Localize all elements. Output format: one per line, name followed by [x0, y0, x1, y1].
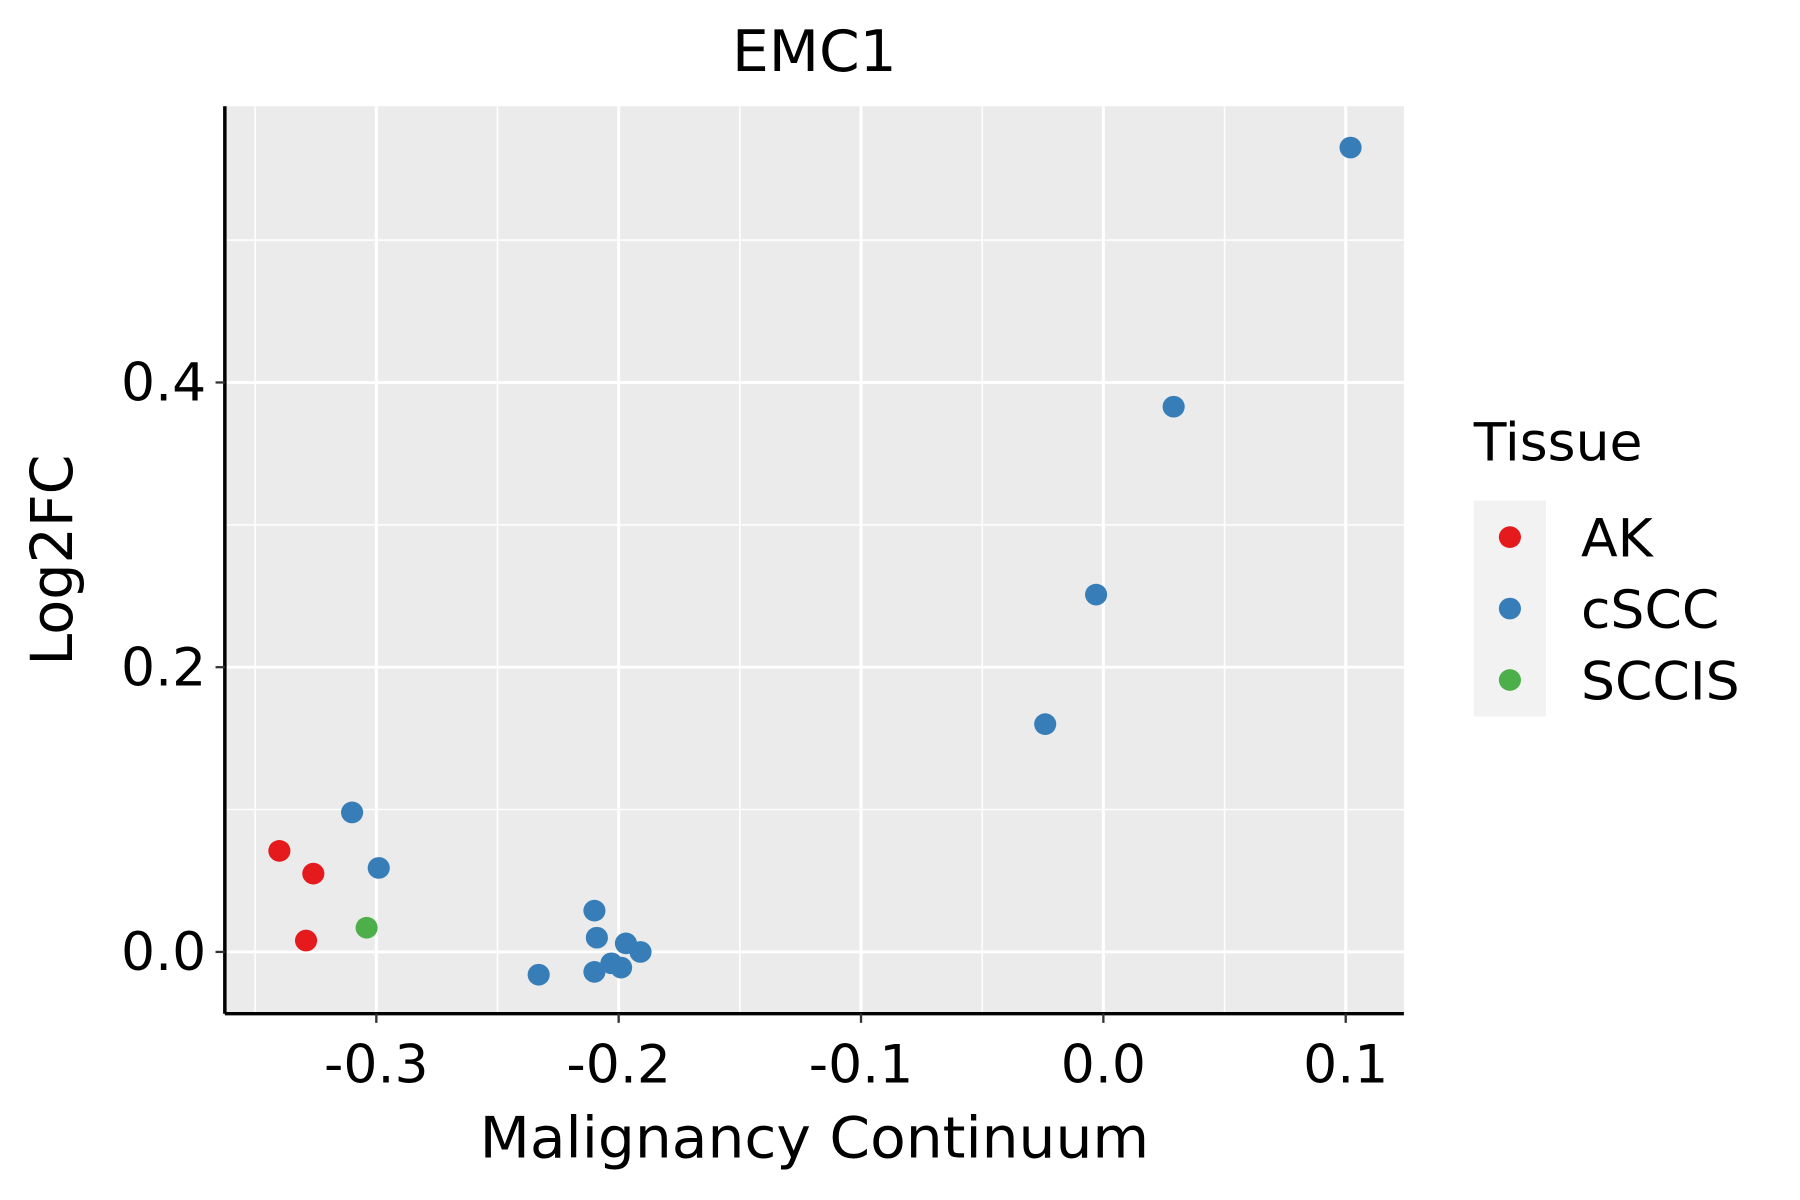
y-axis-label: Log2FC — [18, 454, 87, 665]
data-point-ak — [268, 839, 291, 862]
plot-panel — [224, 106, 1404, 1014]
data-point-cscc — [1085, 583, 1108, 606]
x-tick-label: 0.1 — [1303, 1034, 1388, 1095]
data-point-cscc — [1162, 395, 1185, 418]
data-point-cscc — [1339, 136, 1362, 159]
data-point-cscc — [527, 963, 550, 986]
y-tick-label: 0.4 — [121, 352, 206, 413]
legend-label: AK — [1581, 508, 1654, 569]
legend-key-ak — [1498, 526, 1521, 548]
legend-label: SCCIS — [1581, 651, 1740, 712]
legend-key-sccis — [1498, 669, 1521, 691]
axis-ticks: -0.3 -0.2 -0.1 0.0 0.1 0.0 0.2 0.4 — [121, 352, 1388, 1095]
legend-label: cSCC — [1581, 579, 1719, 640]
data-point-cscc — [341, 801, 364, 824]
data-point-cscc — [585, 926, 608, 949]
legend-title: Tissue — [1473, 412, 1643, 473]
chart-title: EMC1 — [732, 17, 897, 84]
data-point-cscc — [583, 961, 606, 983]
data-point-ak — [294, 929, 318, 952]
legend: Tissue AK cSCC SCCIS — [1473, 412, 1740, 717]
x-tick-label: -0.3 — [324, 1034, 429, 1095]
legend-key-cscc — [1498, 597, 1521, 620]
data-points — [268, 136, 1362, 986]
data-point-ak — [302, 862, 325, 885]
data-point-cscc — [1034, 713, 1057, 736]
y-tick-label: 0.0 — [121, 922, 206, 983]
x-tick-label: 0.0 — [1061, 1034, 1146, 1095]
data-point-sccis — [355, 916, 378, 939]
y-tick-label: 0.2 — [121, 637, 206, 698]
gridlines — [224, 106, 1404, 1014]
data-point-cscc — [583, 899, 606, 922]
data-point-cscc — [367, 857, 390, 879]
data-point-cscc — [610, 956, 633, 979]
x-tick-label: -0.1 — [809, 1034, 914, 1095]
data-point-cscc — [629, 941, 652, 963]
x-tick-label: -0.2 — [566, 1034, 671, 1095]
x-axis-label: Malignancy Continuum — [480, 1104, 1149, 1171]
